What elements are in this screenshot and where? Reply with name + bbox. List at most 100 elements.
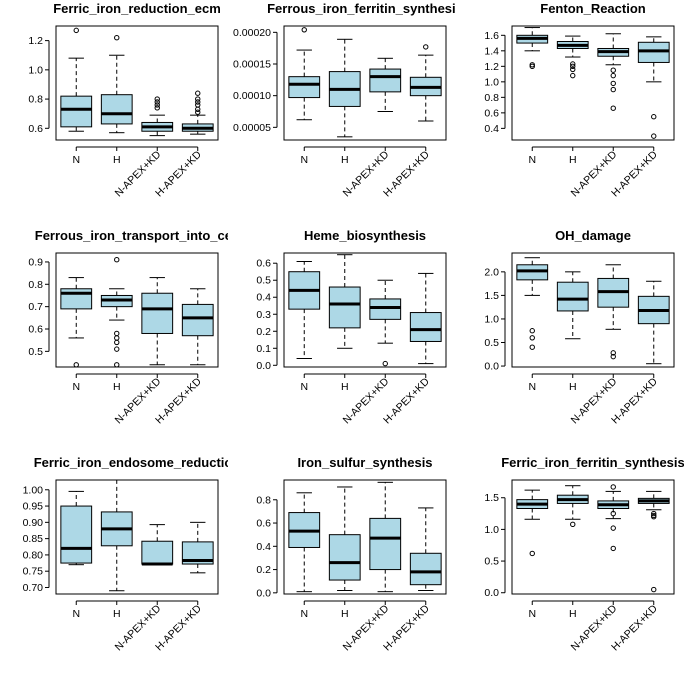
boxplot-panel-7: Ferric_iron_endosome_reduction 0.70 0.75 0.… [23, 455, 228, 653]
box-3 [409, 44, 442, 122]
outlier-point [114, 346, 120, 352]
x-tick-label: H [569, 608, 577, 620]
y-tick-label: 0.8 [256, 494, 271, 506]
outlier-point [570, 61, 576, 67]
box-2 [597, 264, 630, 360]
outlier-point [195, 90, 201, 96]
x-tick-label: H [113, 608, 121, 620]
plot-frame [55, 479, 219, 595]
iqr-box [409, 312, 442, 342]
y-tick-label: 1.6 [484, 30, 499, 42]
box-2 [369, 279, 402, 367]
plot-frame [283, 479, 447, 595]
boxplot-panel-9: Ferric_iron_ferritin_synthesis 0.0 0.5 1.0 1… [484, 455, 684, 653]
outlier-point [529, 335, 535, 341]
y-tick-label: 0.5 [484, 337, 499, 349]
outlier-point [195, 106, 201, 113]
y-tick-label: 1.2 [484, 61, 499, 73]
outlier-point [610, 105, 616, 111]
x-tick-label: H [341, 154, 349, 166]
y-tick-label: 0.8 [484, 92, 499, 104]
outlier-point [195, 99, 201, 105]
box-1 [100, 479, 133, 592]
outlier-point [529, 328, 535, 334]
iqr-box [409, 552, 442, 586]
box-3 [409, 272, 442, 365]
y-tick-label: 0.4 [256, 292, 271, 304]
plot-frame [511, 25, 675, 141]
y-tick-label: 1.5 [484, 290, 499, 302]
y-tick-label: 0.95 [23, 501, 44, 513]
outlier-point [651, 114, 657, 120]
x-tick-label: H [113, 381, 121, 393]
y-tick-label: 1.00 [23, 484, 44, 496]
outlier-point [610, 67, 616, 73]
outlier-point [651, 512, 657, 519]
outlier-point [610, 484, 616, 490]
box-1 [328, 38, 361, 138]
y-tick-label: 0.5 [256, 275, 271, 287]
outlier-point [154, 96, 160, 102]
y-tick-label: 0.85 [23, 533, 44, 545]
box-0 [516, 489, 549, 557]
box-2 [141, 96, 174, 137]
y-tick-label: 0.8 [28, 94, 43, 106]
iqr-box [60, 505, 93, 564]
box-0 [60, 490, 93, 566]
iqr-box [328, 286, 361, 329]
panel-title: Ferrous_iron_ferritin_synthesis [267, 1, 456, 16]
y-tick-label: 0.3 [256, 309, 271, 321]
box-1 [556, 35, 589, 79]
outlier-point [651, 510, 657, 517]
x-tick-label: H [569, 381, 577, 393]
outlier-point [114, 362, 120, 368]
plot-frame [55, 252, 219, 368]
boxplot-panel-5: Heme_biosynthesis 0.0 0.1 0.2 0.3 0.4 0.5 0.6 N H… [256, 228, 447, 426]
plot-frame [283, 252, 447, 368]
outlier-point [610, 545, 616, 552]
box-0 [60, 27, 93, 132]
y-tick-label: 0.0 [484, 361, 499, 373]
outlier-point [73, 27, 79, 34]
boxplot-panel-2: Ferrous_iron_ferritin_synthesis 0.00005 0.… [233, 1, 456, 199]
y-tick-label: 0.4 [484, 123, 499, 135]
iqr-box [328, 534, 361, 581]
outlier-point [114, 330, 120, 337]
y-tick-label: 1.5 [484, 492, 499, 504]
y-tick-label: 0.90 [23, 517, 44, 529]
outlier-point [195, 109, 201, 115]
y-tick-label: 0.75 [23, 566, 44, 578]
box-2 [141, 277, 174, 366]
box-1 [100, 257, 133, 368]
x-tick-label: H [341, 608, 349, 620]
y-tick-label: 1.0 [484, 524, 499, 536]
box-3 [637, 36, 670, 139]
outlier-point [73, 362, 79, 368]
y-tick-label: 1.2 [28, 35, 43, 47]
outlier-point [114, 34, 120, 41]
box-2 [597, 33, 630, 111]
box-0 [288, 492, 321, 593]
y-tick-label: 0.6 [256, 518, 271, 530]
y-tick-label: 0.6 [484, 107, 499, 119]
x-tick-label: N [72, 608, 80, 620]
box-3 [409, 507, 442, 592]
outlier-point [529, 344, 535, 350]
box-0 [288, 27, 321, 121]
y-tick-label: 2.0 [484, 266, 499, 278]
y-tick-label: 0.4 [256, 541, 271, 553]
y-tick-label: 0.80 [23, 549, 44, 561]
box-1 [328, 486, 361, 592]
iqr-box [60, 95, 93, 128]
y-tick-label: 0.6 [256, 258, 271, 270]
outlier-point [114, 335, 120, 341]
y-tick-label: 0.00015 [233, 59, 271, 71]
y-tick-label: 0.7 [28, 301, 43, 313]
box-2 [369, 481, 402, 593]
y-tick-label: 0.9 [28, 256, 43, 268]
outlier-point [610, 353, 616, 360]
outlier-point [382, 360, 388, 367]
